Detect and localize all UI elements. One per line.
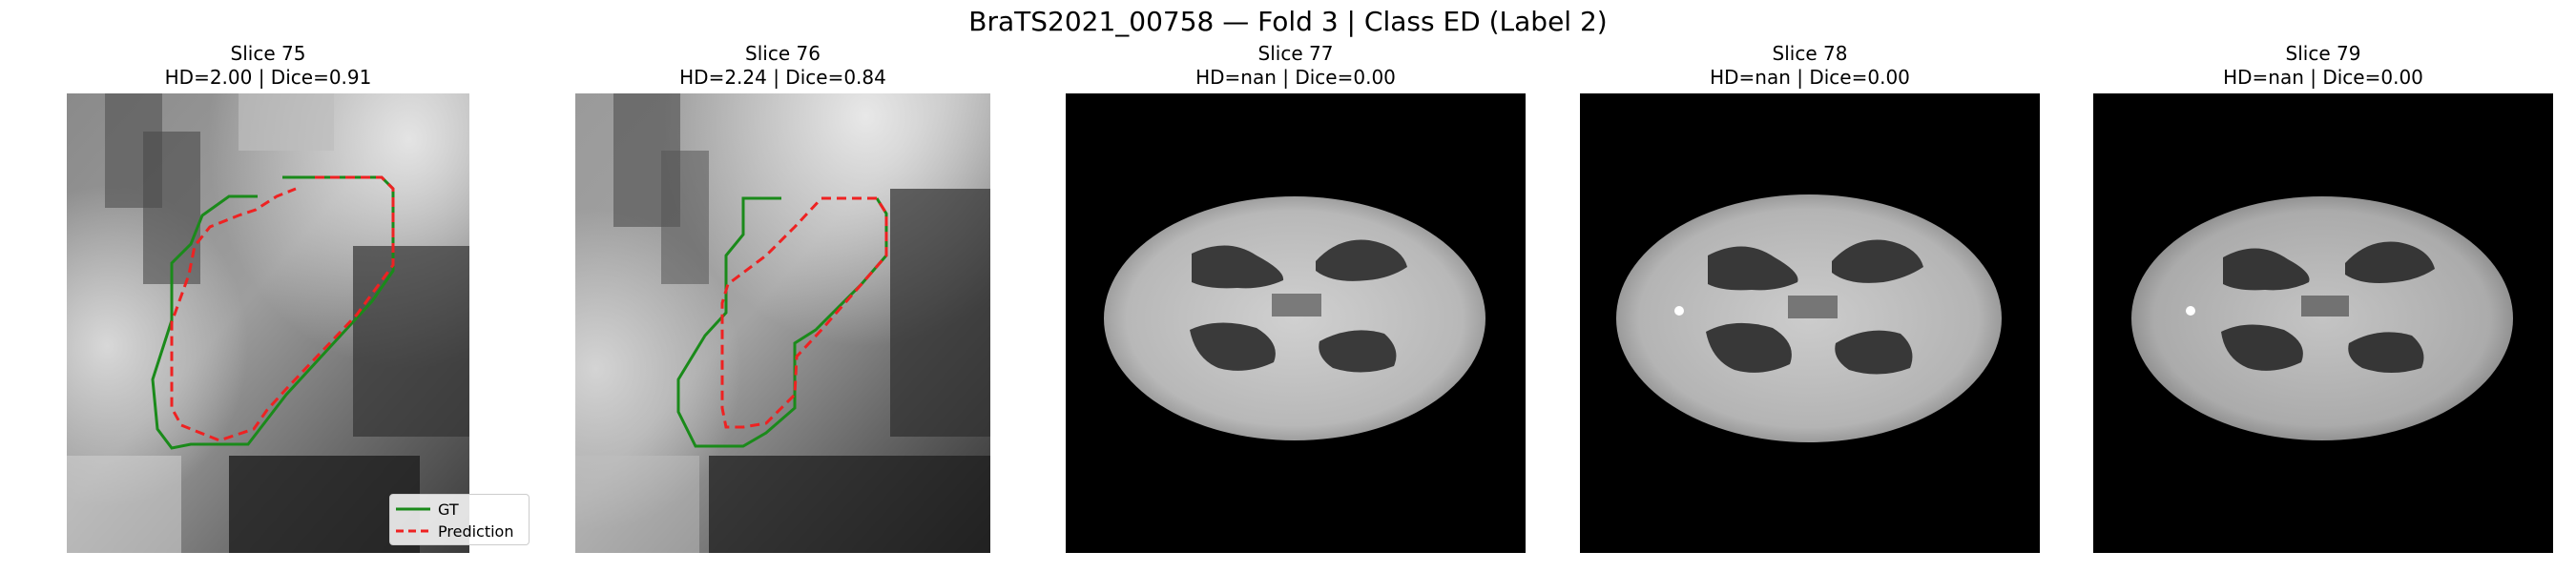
legend-prediction-label: Prediction <box>438 521 514 541</box>
metrics-label: HD=nan | Dice=0.00 <box>1195 66 1396 89</box>
mri-full-slice-image <box>1066 93 1526 553</box>
metrics-label: HD=2.00 | Dice=0.91 <box>164 66 372 89</box>
metrics-label: HD=nan | Dice=0.00 <box>1710 66 1910 89</box>
slice-label: Slice 78 <box>1772 42 1848 65</box>
mri-crop-image <box>67 93 469 553</box>
legend: GT Prediction <box>389 494 530 545</box>
figure-title: BraTS2021_00758 — Fold 3 | Class ED (Lab… <box>968 6 1608 37</box>
slice-label: Slice 75 <box>230 42 306 65</box>
legend-gt: GT <box>396 500 459 519</box>
prediction-contour <box>170 175 395 442</box>
panel-title: Slice 79 HD=nan | Dice=0.00 <box>2036 42 2576 90</box>
mri-crop-image <box>575 93 990 553</box>
panel-title: Slice 76 HD=2.24 | Dice=0.84 <box>518 42 1048 90</box>
legend-prediction: Prediction <box>396 521 513 541</box>
mri-full-slice-image <box>2093 93 2553 553</box>
slice-label: Slice 76 <box>745 42 821 65</box>
legend-gt-label: GT <box>438 500 459 519</box>
metrics-label: HD=nan | Dice=0.00 <box>2223 66 2423 89</box>
mri-full-slice-image <box>1580 93 2040 553</box>
panel-title: Slice 77 HD=nan | Dice=0.00 <box>1008 42 1583 90</box>
panel-title: Slice 78 HD=nan | Dice=0.00 <box>1523 42 2097 90</box>
slice-label: Slice 79 <box>2285 42 2361 65</box>
prediction-contour <box>720 196 888 429</box>
slice-label: Slice 77 <box>1257 42 1334 65</box>
metrics-label: HD=2.24 | Dice=0.84 <box>679 66 886 89</box>
panel-title: Slice 75 HD=2.00 | Dice=0.91 <box>10 42 527 90</box>
